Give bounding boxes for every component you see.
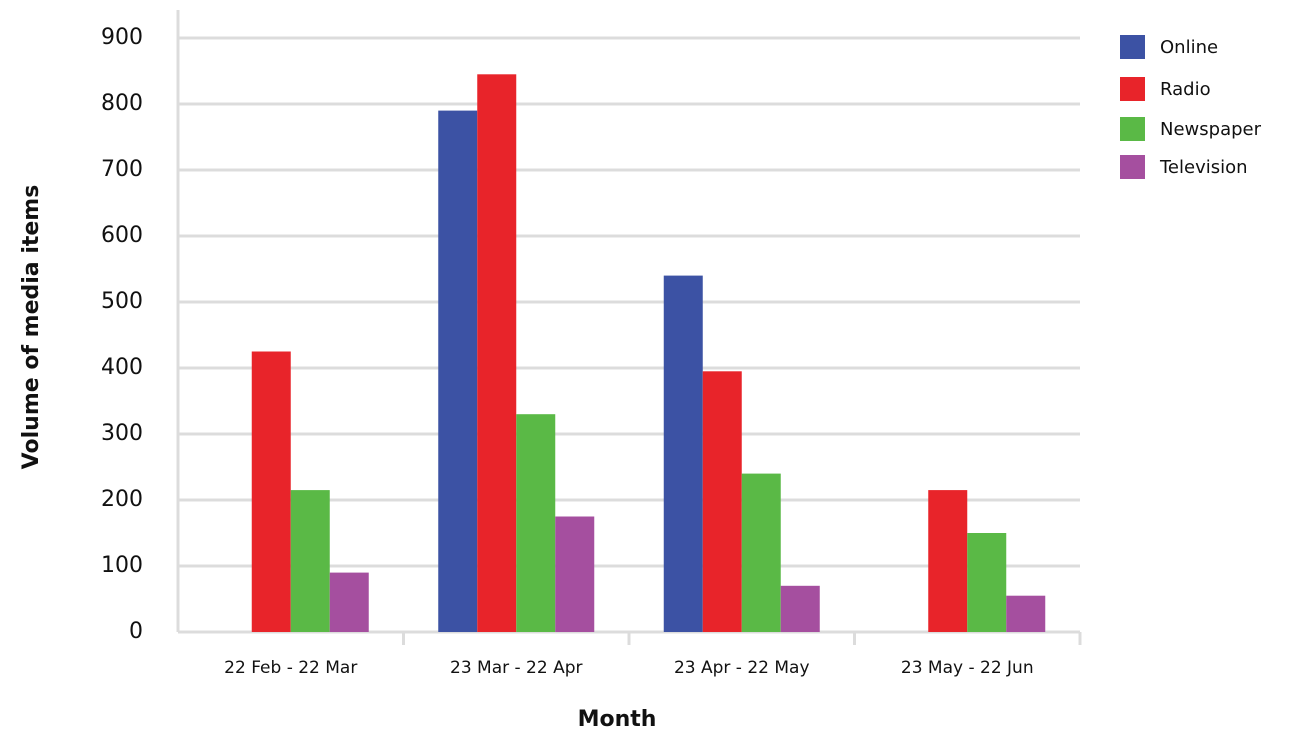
legend-label: Online <box>1160 37 1218 58</box>
y-tick-label: 500 <box>101 289 143 314</box>
bar <box>251 351 291 632</box>
bar <box>928 490 968 632</box>
bar <box>663 275 703 632</box>
legend-swatch <box>1120 35 1145 59</box>
bar <box>967 533 1007 632</box>
legend-label: Newspaper <box>1160 119 1262 140</box>
bar <box>329 572 369 632</box>
legend-swatch <box>1120 77 1145 101</box>
bar <box>290 490 330 632</box>
y-tick-label: 600 <box>101 223 143 248</box>
legend-label: Television <box>1159 157 1248 178</box>
x-tick-label: 23 May - 22 Jun <box>901 658 1034 678</box>
x-axis-title: Month <box>578 707 657 732</box>
legend-label: Radio <box>1160 79 1211 100</box>
bar <box>516 414 556 632</box>
y-tick-label: 300 <box>101 421 143 446</box>
bar <box>438 110 478 633</box>
bar <box>1006 595 1046 632</box>
x-tick-label: 23 Mar - 22 Apr <box>450 658 583 678</box>
y-tick-label: 800 <box>101 91 143 116</box>
y-tick-label: 700 <box>101 157 143 182</box>
y-tick-label: 900 <box>101 25 143 50</box>
x-tick-label: 23 Apr - 22 May <box>674 658 810 678</box>
y-tick-label: 400 <box>101 355 143 380</box>
y-tick-label: 100 <box>101 553 143 578</box>
legend-swatch <box>1120 117 1145 141</box>
bar <box>780 585 820 632</box>
y-axis-title: Volume of media items <box>19 185 44 470</box>
bar <box>741 473 781 632</box>
bar <box>477 74 517 633</box>
bar <box>555 516 595 632</box>
y-tick-label: 0 <box>129 619 143 644</box>
y-tick-label: 200 <box>101 487 143 512</box>
legend-swatch <box>1120 155 1145 179</box>
x-tick-label: 22 Feb - 22 Mar <box>224 658 357 678</box>
bar <box>702 371 742 632</box>
